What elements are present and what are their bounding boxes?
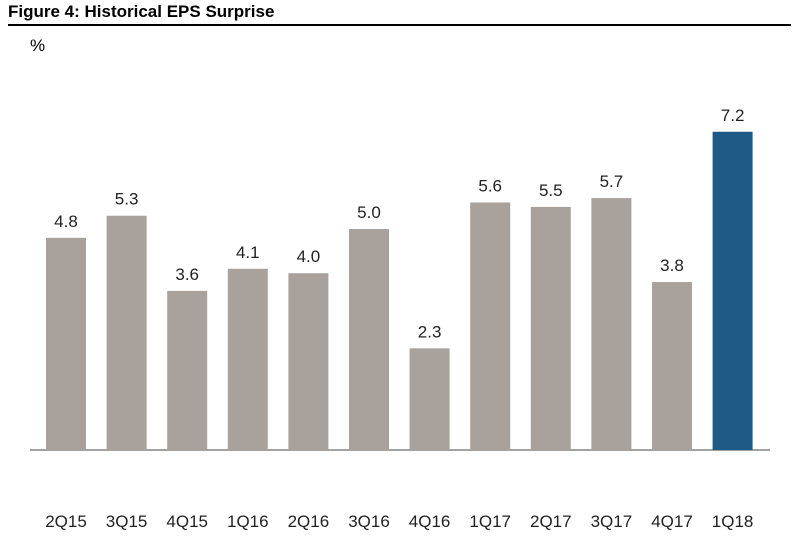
x-tick-label-4Q16: 4Q16 (409, 512, 451, 531)
x-tick-label-2Q15: 2Q15 (45, 512, 87, 531)
bar-3Q16 (349, 229, 389, 450)
title-divider (8, 24, 791, 26)
x-tick-label-3Q16: 3Q16 (348, 512, 390, 531)
bar-2Q16 (288, 273, 329, 450)
bar-1Q18 (712, 131, 753, 450)
value-label-4Q15: 3.6 (175, 265, 199, 284)
value-label-3Q16: 5.0 (357, 203, 381, 222)
value-label-2Q15: 4.8 (54, 212, 78, 231)
bar-3Q15 (106, 215, 147, 450)
value-label-1Q16: 4.1 (236, 243, 260, 262)
x-tick-label-1Q18: 1Q18 (712, 512, 754, 531)
bar-1Q16 (227, 268, 268, 450)
y-unit-label: % (30, 36, 46, 55)
value-label-2Q16: 4.0 (297, 247, 321, 266)
bar-2Q17 (530, 206, 571, 450)
x-tick-label-3Q17: 3Q17 (591, 512, 633, 531)
value-label-1Q18: 7.2 (721, 106, 745, 125)
value-label-3Q17: 5.7 (600, 172, 624, 191)
x-tick-label-1Q17: 1Q17 (469, 512, 511, 531)
x-tick-label-2Q16: 2Q16 (288, 512, 330, 531)
bar-1Q17 (470, 202, 511, 450)
bar-2Q15 (46, 237, 86, 450)
value-label-4Q16: 2.3 (418, 322, 442, 341)
value-label-2Q17: 5.5 (539, 181, 563, 200)
x-tick-label-1Q16: 1Q16 (227, 512, 269, 531)
x-tick-label-3Q15: 3Q15 (106, 512, 148, 531)
value-label-4Q17: 3.8 (660, 256, 684, 275)
value-label-3Q15: 5.3 (115, 190, 139, 209)
bar-4Q15 (167, 290, 208, 450)
bar-3Q17 (591, 198, 632, 450)
x-tick-label-4Q15: 4Q15 (166, 512, 208, 531)
bar-4Q17 (652, 282, 692, 450)
x-tick-label-2Q17: 2Q17 (530, 512, 572, 531)
figure-title: Figure 4: Historical EPS Surprise (8, 2, 275, 21)
bar-4Q16 (409, 348, 450, 450)
x-tick-label-4Q17: 4Q17 (651, 512, 693, 531)
value-label-1Q17: 5.6 (478, 176, 502, 195)
